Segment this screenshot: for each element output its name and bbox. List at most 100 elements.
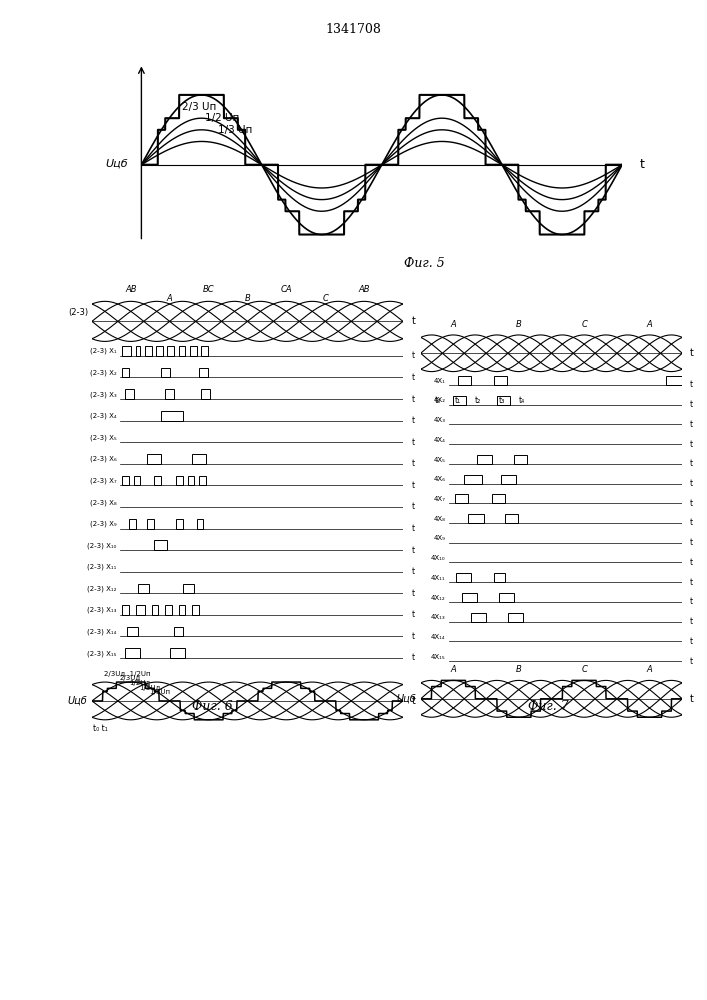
Text: t₄: t₄ xyxy=(519,396,525,405)
Text: t: t xyxy=(689,617,692,626)
Text: (2-3): (2-3) xyxy=(68,308,88,317)
Text: 2/3Uд  1/2Uп: 2/3Uд 1/2Uп xyxy=(105,671,151,677)
Bar xyxy=(124,648,141,658)
Bar xyxy=(154,540,168,550)
Bar xyxy=(145,346,152,356)
Text: t₂: t₂ xyxy=(475,396,481,405)
Text: t: t xyxy=(689,558,692,567)
Bar xyxy=(179,346,185,356)
Bar xyxy=(199,368,208,377)
Text: 4X₁: 4X₁ xyxy=(433,378,445,384)
Text: t: t xyxy=(689,578,692,587)
Bar xyxy=(190,346,197,356)
Text: t: t xyxy=(689,538,692,547)
Text: (2-3) X₄: (2-3) X₄ xyxy=(90,413,117,419)
Bar xyxy=(457,573,472,582)
Bar xyxy=(122,346,132,356)
Text: (2-3) X₁₃: (2-3) X₁₃ xyxy=(87,607,117,613)
Text: (2-3) X₁₁: (2-3) X₁₁ xyxy=(87,564,117,570)
Text: (2-3) X₁₅: (2-3) X₁₅ xyxy=(87,650,117,657)
Text: 4X₈: 4X₈ xyxy=(433,516,445,522)
Bar xyxy=(187,476,194,485)
Bar xyxy=(122,476,129,485)
Bar xyxy=(514,455,527,464)
Text: (2-3) X₁: (2-3) X₁ xyxy=(90,348,117,354)
Text: Фиг. 7: Фиг. 7 xyxy=(527,700,568,713)
Text: B: B xyxy=(245,294,250,303)
Bar xyxy=(477,455,491,464)
Text: 4X₂: 4X₂ xyxy=(433,397,445,403)
Text: (2-3) X₁₀: (2-3) X₁₀ xyxy=(87,542,117,549)
Text: t: t xyxy=(689,479,692,488)
Text: t: t xyxy=(411,567,415,576)
Bar xyxy=(177,476,183,485)
Text: t: t xyxy=(411,653,415,662)
Bar xyxy=(666,376,682,385)
Text: t: t xyxy=(411,546,415,555)
Text: t: t xyxy=(411,395,415,404)
Text: t: t xyxy=(411,502,415,511)
Text: 2/3 Uп: 2/3 Uп xyxy=(182,102,216,112)
Text: 4X₅: 4X₅ xyxy=(433,457,445,463)
Text: 4X₁₀: 4X₁₀ xyxy=(431,555,445,561)
Bar xyxy=(122,368,129,377)
Text: t₀: t₀ xyxy=(436,396,441,405)
Text: 4X₁₃: 4X₁₃ xyxy=(431,614,445,620)
Text: t: t xyxy=(411,481,415,490)
Bar xyxy=(201,389,210,399)
Text: Uцб: Uцб xyxy=(105,158,128,168)
Text: t: t xyxy=(689,637,692,646)
Bar xyxy=(134,476,141,485)
Text: t: t xyxy=(411,351,415,360)
Bar xyxy=(462,593,477,602)
Text: (2-3) X₁₄: (2-3) X₁₄ xyxy=(87,629,117,635)
Text: 1/3Uд: 1/3Uд xyxy=(139,685,160,691)
Bar xyxy=(467,514,484,523)
Text: t: t xyxy=(689,694,694,704)
Bar xyxy=(174,627,183,636)
Text: 4X₁₅: 4X₁₅ xyxy=(431,654,445,660)
Text: t: t xyxy=(411,316,416,326)
Text: t: t xyxy=(689,420,692,429)
Text: 1341708: 1341708 xyxy=(325,23,382,36)
Bar xyxy=(455,494,467,503)
Bar xyxy=(501,475,516,484)
Text: 4X₆: 4X₆ xyxy=(433,476,445,482)
Bar xyxy=(201,346,208,356)
Text: t: t xyxy=(689,400,692,409)
Bar xyxy=(136,346,141,356)
Bar xyxy=(472,613,486,622)
Bar xyxy=(192,454,206,464)
Bar xyxy=(493,376,506,385)
Bar xyxy=(192,605,199,615)
Text: Uцб: Uцб xyxy=(67,696,87,706)
Text: t₀ t₁: t₀ t₁ xyxy=(93,724,108,733)
Bar xyxy=(147,519,154,529)
Text: 1/3Uп: 1/3Uп xyxy=(149,689,170,695)
Text: (2-3) X₅: (2-3) X₅ xyxy=(90,434,117,441)
Text: t₃: t₃ xyxy=(499,396,505,405)
Text: (2-3) X₇: (2-3) X₇ xyxy=(90,477,117,484)
Text: A: A xyxy=(450,320,456,329)
Text: 4X₁₁: 4X₁₁ xyxy=(431,575,445,581)
Text: t: t xyxy=(411,696,416,706)
Text: Uцб: Uцб xyxy=(397,694,416,704)
Bar xyxy=(197,519,204,529)
Bar xyxy=(124,389,134,399)
Bar xyxy=(165,389,174,399)
Text: 4X₁₄: 4X₁₄ xyxy=(431,634,445,640)
Text: (2-3) X₈: (2-3) X₈ xyxy=(90,499,117,506)
Text: t: t xyxy=(411,438,415,447)
Text: t: t xyxy=(689,597,692,606)
Text: t₁: t₁ xyxy=(455,396,461,405)
Text: 4X₄: 4X₄ xyxy=(433,437,445,443)
Text: t: t xyxy=(689,380,692,389)
Text: t: t xyxy=(689,499,692,508)
Bar xyxy=(493,573,505,582)
Text: B: B xyxy=(516,665,522,674)
Text: t: t xyxy=(689,518,692,527)
Bar xyxy=(458,376,472,385)
Text: A: A xyxy=(450,665,456,674)
Bar xyxy=(505,514,518,523)
Text: 2/3Uд: 2/3Uд xyxy=(119,675,140,681)
